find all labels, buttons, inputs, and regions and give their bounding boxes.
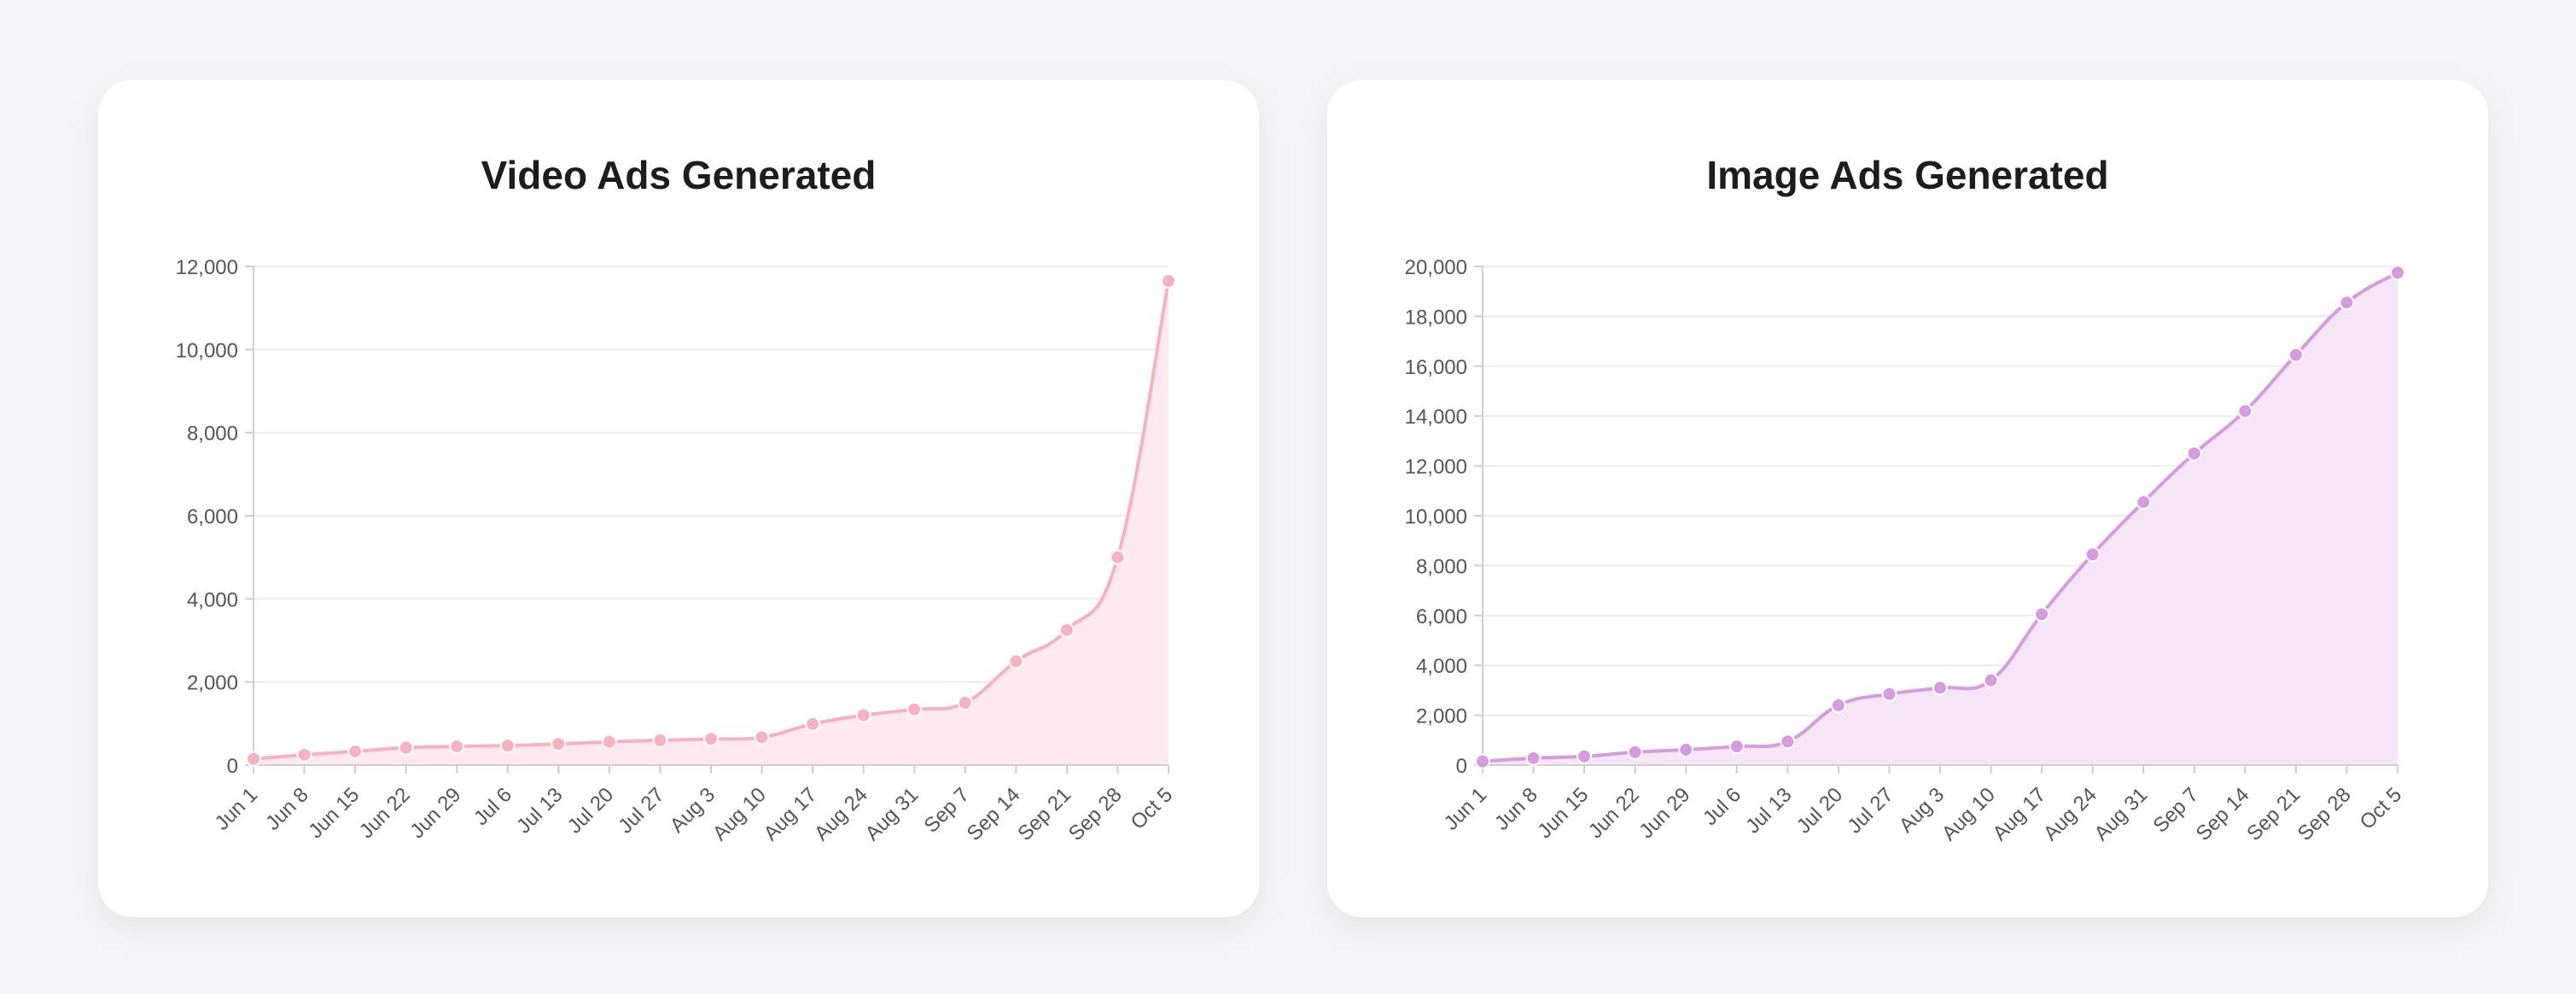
x-tick-label: Jun 22 — [355, 783, 415, 843]
video-ads-chart: 0 2,000 4,000 6,000 8,000 10,000 12,000 Jun 1 Ju… — [176, 256, 1178, 845]
x-tick-label: Oct 5 — [1127, 783, 1178, 834]
x-tick-label: Sep 21 — [1013, 783, 1075, 845]
x-tick-label: Aug 10 — [1938, 783, 2000, 845]
x-tick-label: Jul 6 — [1699, 783, 1746, 830]
y-tick-label: 0 — [227, 755, 238, 778]
data-point — [1525, 750, 1542, 766]
x-tick-label: Jun 29 — [405, 783, 465, 843]
image-ads-chart: 0 2,000 4,000 6,000 8,000 10,000 12,000 14,000 1… — [1405, 256, 2407, 845]
x-tick-label: Jun 29 — [1635, 783, 1694, 843]
chart-title: Image Ads Generated — [1706, 153, 2109, 197]
y-tick-label: 14,000 — [1405, 406, 1467, 429]
x-tick-label: Sep 14 — [963, 783, 1025, 845]
data-point — [1110, 549, 1126, 565]
data-point — [906, 701, 923, 717]
y-tick-label: 10,000 — [1405, 506, 1467, 529]
x-tick-label: Jul 13 — [1741, 783, 1796, 838]
data-point — [499, 738, 516, 754]
data-point — [652, 732, 668, 748]
data-point — [805, 716, 821, 732]
y-tick-label: 6,000 — [1416, 605, 1467, 629]
y-tick-label: 12,000 — [1405, 456, 1467, 479]
x-tick-label: Oct 5 — [2356, 783, 2407, 834]
image-ads-chart-card: Image Ads Generated 0 2,000 4,000 6,000 8,00… — [1327, 80, 2488, 917]
x-tick-label: Jul 27 — [614, 783, 668, 838]
data-point — [551, 736, 567, 752]
x-tick-label: Jul 20 — [563, 783, 618, 838]
data-point — [296, 746, 312, 763]
x-tick-label: Jun 15 — [1533, 783, 1593, 843]
data-point — [2034, 606, 2050, 623]
y-tick-label: 10,000 — [176, 339, 238, 362]
data-point — [703, 731, 719, 747]
x-tick-label: Jul 27 — [1843, 783, 1897, 838]
data-point — [1058, 622, 1075, 638]
data-point — [1983, 672, 1999, 688]
x-tick-label: Sep 28 — [1064, 783, 1127, 845]
data-point — [1932, 680, 1948, 696]
data-point — [1728, 739, 1745, 755]
area-fill — [1483, 272, 2398, 765]
data-point — [2186, 446, 2202, 461]
data-point — [449, 739, 465, 755]
data-point — [1830, 697, 1846, 713]
data-point — [1881, 686, 1897, 702]
data-point — [1780, 734, 1796, 750]
area-fill — [254, 281, 1169, 765]
data-point — [1008, 653, 1024, 669]
data-point — [754, 729, 770, 746]
x-tick-label: Aug 24 — [810, 783, 872, 845]
series-line — [1482, 271, 2399, 763]
data-point — [2084, 547, 2101, 563]
chart-title: Video Ads Generated — [481, 153, 877, 197]
x-tick-label: Aug 31 — [861, 783, 924, 845]
y-tick-label: 12,000 — [176, 256, 238, 279]
x-tick-label: Sep 14 — [2192, 783, 2254, 845]
data-point — [1576, 748, 1593, 764]
x-tick-label: Jul 13 — [512, 783, 567, 838]
data-point — [2339, 295, 2355, 311]
y-tick-label: 4,000 — [187, 588, 238, 611]
x-tick-label: Sep 21 — [2242, 783, 2305, 845]
x-tick-label: Jun 1 — [211, 783, 263, 835]
video-ads-chart-card: Video Ads Generated 0 2,000 4,000 6,000 8,00… — [98, 80, 1259, 917]
x-tick-label: Jul 20 — [1792, 783, 1847, 838]
y-tick-label: 2,000 — [187, 672, 238, 695]
x-tick-label: Aug 10 — [708, 783, 771, 845]
x-tick-label: Sep 28 — [2293, 783, 2356, 845]
data-point — [246, 751, 261, 767]
y-tick-label: 6,000 — [187, 506, 238, 529]
y-tick-label: 16,000 — [1405, 356, 1467, 379]
data-point — [1161, 273, 1176, 289]
x-tick-label: Aug 17 — [1988, 783, 2050, 845]
x-tick-label: Aug 31 — [2090, 783, 2153, 845]
y-tick-label: 2,000 — [1416, 705, 1467, 728]
data-point — [1627, 744, 1643, 760]
data-point — [398, 740, 414, 756]
x-tick-label: Aug 24 — [2039, 783, 2101, 845]
y-tick-label: 8,000 — [1416, 555, 1467, 578]
x-tick-label: Aug 17 — [759, 783, 821, 845]
y-tick-label: 0 — [1456, 755, 1467, 778]
data-point — [2237, 403, 2253, 419]
data-point — [601, 734, 617, 750]
y-tick-label: 8,000 — [187, 423, 238, 446]
data-point — [2288, 347, 2304, 363]
data-point — [1678, 741, 1694, 757]
x-tick-label: Jun 15 — [304, 783, 364, 843]
data-point — [855, 707, 871, 723]
data-point — [2390, 265, 2405, 281]
x-tick-label: Jul 6 — [469, 783, 516, 830]
y-tick-label: 4,000 — [1416, 655, 1467, 678]
x-tick-label: Jun 1 — [1440, 783, 1492, 835]
data-point — [1475, 753, 1490, 769]
data-point — [2136, 494, 2152, 510]
x-tick-label: Jun 22 — [1584, 783, 1644, 843]
y-tick-label: 20,000 — [1405, 256, 1467, 279]
y-tick-label: 18,000 — [1405, 306, 1467, 329]
data-point — [347, 743, 364, 759]
data-point — [957, 695, 973, 710]
